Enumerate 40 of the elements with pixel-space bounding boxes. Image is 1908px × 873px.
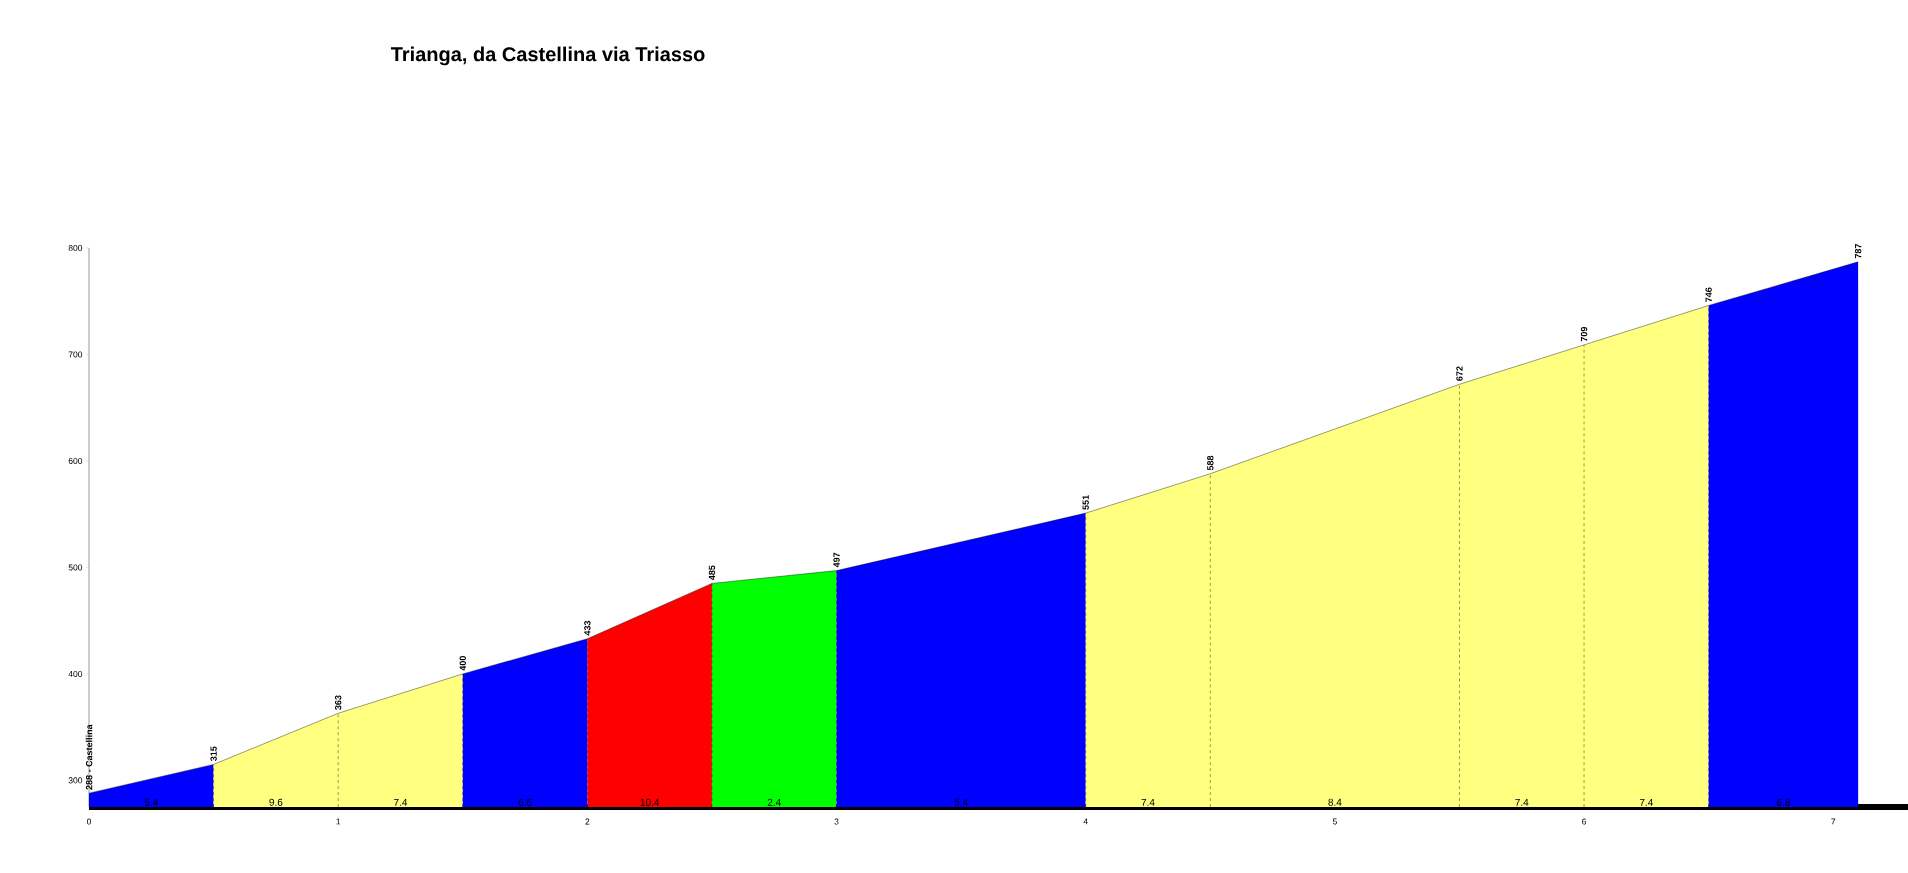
y-tick-label: 400 [68, 670, 83, 677]
data-label: 433 [584, 620, 591, 636]
annotation: 8.4 [1328, 798, 1342, 806]
data-label: 363 [334, 695, 342, 710]
annotation: 7.4 [394, 798, 408, 806]
x-tick-label: 7 [1831, 818, 1836, 825]
y-tick-label: 300 [68, 777, 83, 784]
annotation: 10.4 [640, 798, 660, 806]
data-label: 485 [708, 565, 716, 581]
x-tick-label: 4 [1083, 818, 1088, 825]
x-tick-label: 2 [585, 818, 590, 825]
annotation: 5.4 [144, 798, 158, 806]
data-label: 787 [1854, 244, 1862, 259]
y-tick-label: 700 [68, 351, 83, 358]
annotation: 7.4 [1515, 798, 1529, 806]
chart-title: Trianga, da Castellina via Triasso [390, 46, 705, 66]
data-label: 315 [210, 746, 217, 762]
data-label: 288 - Castellina [85, 724, 93, 790]
annotation: 6.6 [518, 798, 532, 806]
annotation: 6.8 [1776, 798, 1790, 806]
x-tick-label: 1 [336, 818, 341, 825]
data-label: 672 [1456, 366, 1463, 381]
y-tick-label: 600 [68, 457, 83, 464]
annotation: 7.4 [1639, 798, 1653, 806]
data-label: 497 [833, 552, 840, 568]
x-tick-label: 6 [1582, 818, 1587, 825]
x-tick-label: 0 [86, 818, 92, 825]
data-label: 709 [1580, 327, 1588, 342]
annotation: 5.4 [954, 798, 968, 806]
y-tick-label: 500 [68, 564, 83, 571]
annotation: 2.4 [767, 798, 781, 806]
annotation: 9.6 [269, 798, 283, 806]
y-tick-label: 800 [68, 244, 83, 251]
annotation: 7.4 [1141, 798, 1155, 806]
data-label: 400 [459, 656, 466, 671]
data-label: 588 [1207, 455, 1214, 471]
x-tick-label: 5 [1332, 818, 1337, 825]
x-tick-label: 3 [834, 818, 839, 825]
data-label: 551 [1082, 495, 1089, 510]
data-label: 746 [1705, 287, 1712, 302]
